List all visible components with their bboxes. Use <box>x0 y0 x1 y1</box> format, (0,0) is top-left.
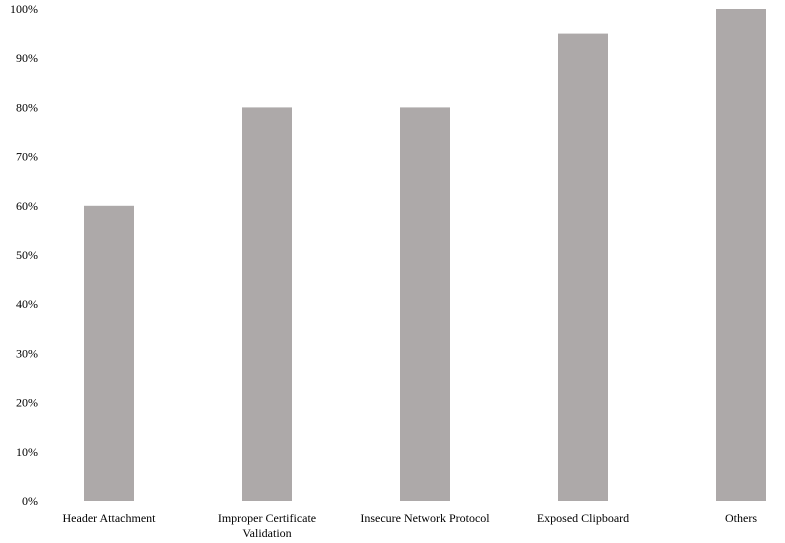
bars-group <box>84 9 766 502</box>
bar <box>400 107 450 502</box>
y-tick-label: 20% <box>16 396 38 410</box>
y-tick-label: 80% <box>16 100 38 114</box>
y-tick-label: 50% <box>16 248 38 262</box>
x-axis: Header Attachment Improper Certificate Val… <box>63 511 758 540</box>
y-tick-label: 30% <box>16 346 38 360</box>
y-tick-label: 70% <box>16 150 38 164</box>
bar <box>558 33 608 501</box>
x-tick-label: Header Attachment <box>63 511 157 525</box>
y-tick-label: 100% <box>10 2 38 16</box>
y-tick-label: 90% <box>16 51 38 65</box>
y-tick-label: 60% <box>16 199 38 213</box>
x-tick-label: Exposed Clipboard <box>537 511 629 525</box>
x-tick-label: Improper Certificate Validation <box>218 511 316 540</box>
x-tick-label: Others <box>725 511 757 525</box>
bar <box>716 9 766 501</box>
y-tick-label: 40% <box>16 297 38 311</box>
y-axis: 0% 10% 20% 30% 40% 50% 60% 70% 80% 90% 100% <box>10 2 38 508</box>
bar <box>84 205 134 502</box>
x-tick-label: Insecure Network Protocol <box>360 511 490 525</box>
y-tick-label: 0% <box>22 494 38 508</box>
bar <box>242 107 292 502</box>
y-tick-label: 10% <box>16 445 38 459</box>
